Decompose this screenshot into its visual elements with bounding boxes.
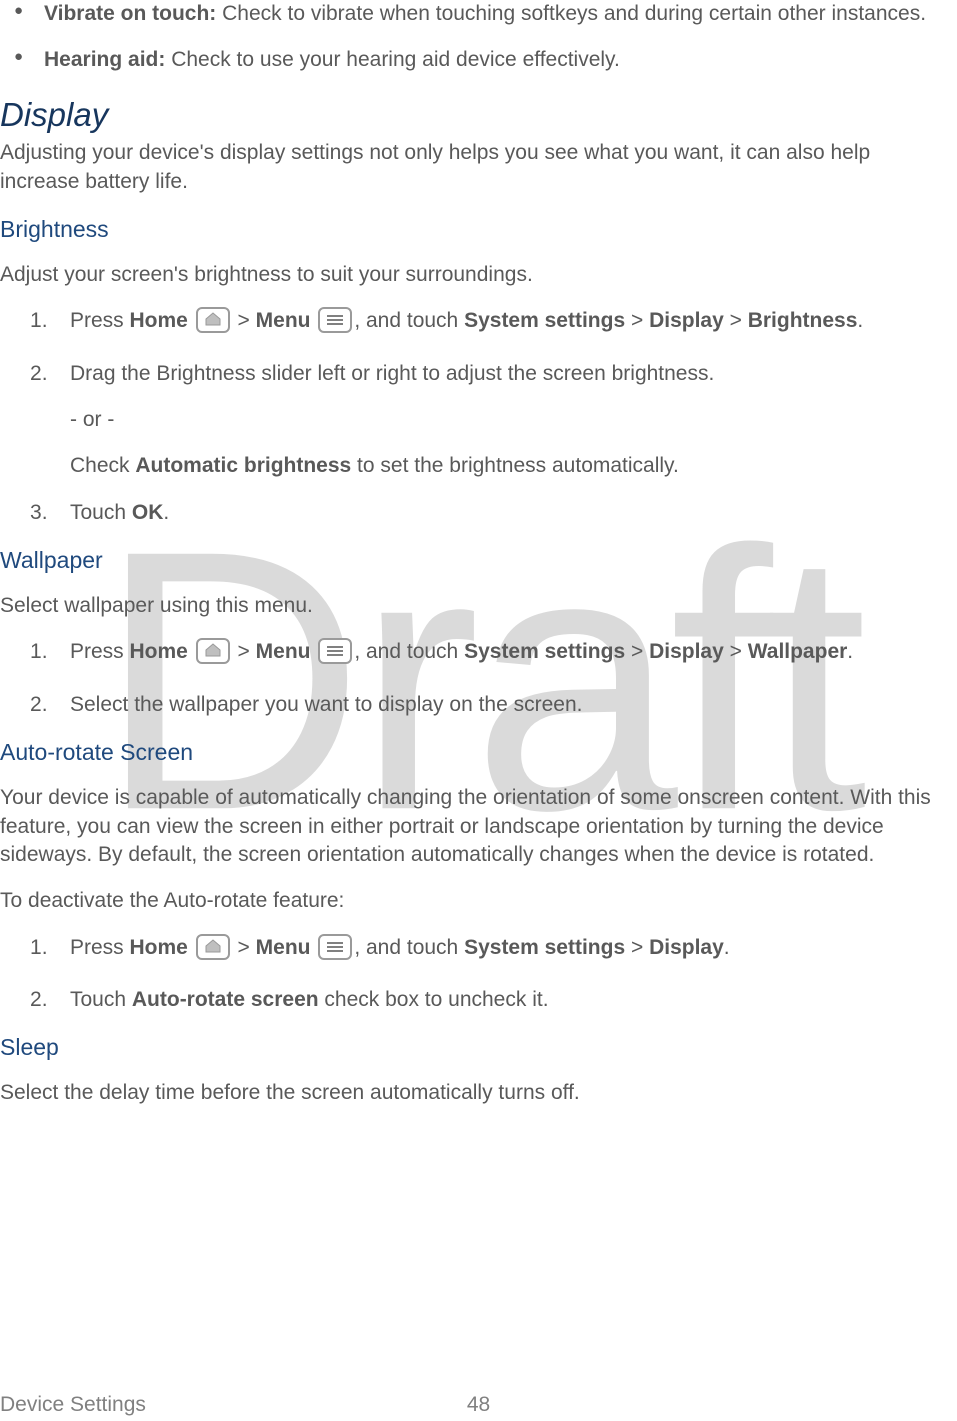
sleep-intro: Select the delay time before the screen … <box>0 1079 953 1107</box>
brightness-intro: Adjust your screen's brightness to suit … <box>0 261 953 289</box>
substep-check: Check Automatic brightness to set the br… <box>70 452 951 480</box>
autorotate-deactivate: To deactivate the Auto-rotate feature: <box>0 887 953 915</box>
label-menu: Menu <box>256 640 311 663</box>
home-icon <box>196 307 230 341</box>
heading-wallpaper: Wallpaper <box>0 545 957 576</box>
label-display: Display <box>649 936 724 959</box>
text: , and touch <box>354 640 464 663</box>
text: Press <box>70 309 130 332</box>
step: Touch Auto-rotate screen check box to un… <box>0 986 951 1014</box>
bullet-item: Vibrate on touch: Check to vibrate when … <box>0 0 945 28</box>
text: > <box>724 640 748 663</box>
text: check box to uncheck it. <box>319 988 549 1011</box>
label-system-settings: System settings <box>464 936 625 959</box>
display-intro: Adjusting your device's display settings… <box>0 139 949 196</box>
heading-sleep: Sleep <box>0 1032 957 1063</box>
substep-or: - or - <box>70 406 951 434</box>
wallpaper-intro: Select wallpaper using this menu. <box>0 592 953 620</box>
bullet-list: Vibrate on touch: Check to vibrate when … <box>0 0 957 75</box>
heading-display: Display <box>0 93 957 138</box>
text: Select the wallpaper you want to display… <box>70 693 582 716</box>
label-system-settings: System settings <box>464 640 625 663</box>
step: Select the wallpaper you want to display… <box>0 691 951 719</box>
footer-page-number: 48 <box>0 1391 957 1419</box>
text: . <box>163 501 169 524</box>
page: Draft Vibrate on touch: Check to vibrate… <box>0 0 957 1421</box>
heading-autorotate: Auto-rotate Screen <box>0 737 957 768</box>
text: , and touch <box>354 309 464 332</box>
text: Press <box>70 936 130 959</box>
content: Vibrate on touch: Check to vibrate when … <box>0 0 957 1108</box>
brightness-steps: Press Home > Menu , and touch System set… <box>0 307 957 527</box>
heading-brightness: Brightness <box>0 214 957 245</box>
label-display: Display <box>649 640 724 663</box>
label-menu: Menu <box>256 936 311 959</box>
label-ok: OK <box>132 501 164 524</box>
text: . <box>847 640 853 663</box>
text: > <box>724 309 748 332</box>
home-icon <box>196 638 230 672</box>
step: Touch OK. <box>0 499 951 527</box>
menu-icon <box>318 638 352 672</box>
step: Press Home > Menu , and touch System set… <box>0 638 951 672</box>
label-auto-rotate-screen: Auto-rotate screen <box>132 988 319 1011</box>
label-home: Home <box>130 936 188 959</box>
bullet-item: Hearing aid: Check to use your hearing a… <box>0 46 945 74</box>
label-home: Home <box>130 309 188 332</box>
text: . <box>724 936 730 959</box>
text: Press <box>70 640 130 663</box>
bullet-text: Check to use your hearing aid device eff… <box>165 48 619 71</box>
label-wallpaper: Wallpaper <box>748 640 848 663</box>
autorotate-intro: Your device is capable of automatically … <box>0 784 953 869</box>
label-home: Home <box>130 640 188 663</box>
text: to set the brightness automatically. <box>351 454 679 477</box>
wallpaper-steps: Press Home > Menu , and touch System set… <box>0 638 957 719</box>
menu-icon <box>318 307 352 341</box>
text: Check <box>70 454 135 477</box>
label-brightness: Brightness <box>748 309 858 332</box>
text: . <box>857 309 863 332</box>
bullet-label: Hearing aid: <box>44 48 165 71</box>
text: > <box>232 309 256 332</box>
text: , and touch <box>354 936 464 959</box>
text: Drag the Brightness slider left or right… <box>70 362 714 385</box>
text: Touch <box>70 501 132 524</box>
step: Press Home > Menu , and touch System set… <box>0 307 951 341</box>
text: > <box>232 640 256 663</box>
label-menu: Menu <box>256 309 311 332</box>
step: Press Home > Menu , and touch System set… <box>0 934 951 968</box>
label-system-settings: System settings <box>464 309 625 332</box>
text: > <box>625 640 649 663</box>
text: > <box>625 936 649 959</box>
text: > <box>625 309 649 332</box>
label-auto-brightness: Automatic brightness <box>135 454 351 477</box>
bullet-label: Vibrate on touch: <box>44 2 216 25</box>
text: > <box>232 936 256 959</box>
step: Drag the Brightness slider left or right… <box>0 360 951 481</box>
text: Touch <box>70 988 132 1011</box>
label-display: Display <box>649 309 724 332</box>
autorotate-steps: Press Home > Menu , and touch System set… <box>0 934 957 1015</box>
bullet-text: Check to vibrate when touching softkeys … <box>216 2 926 25</box>
menu-icon <box>318 934 352 968</box>
home-icon <box>196 934 230 968</box>
